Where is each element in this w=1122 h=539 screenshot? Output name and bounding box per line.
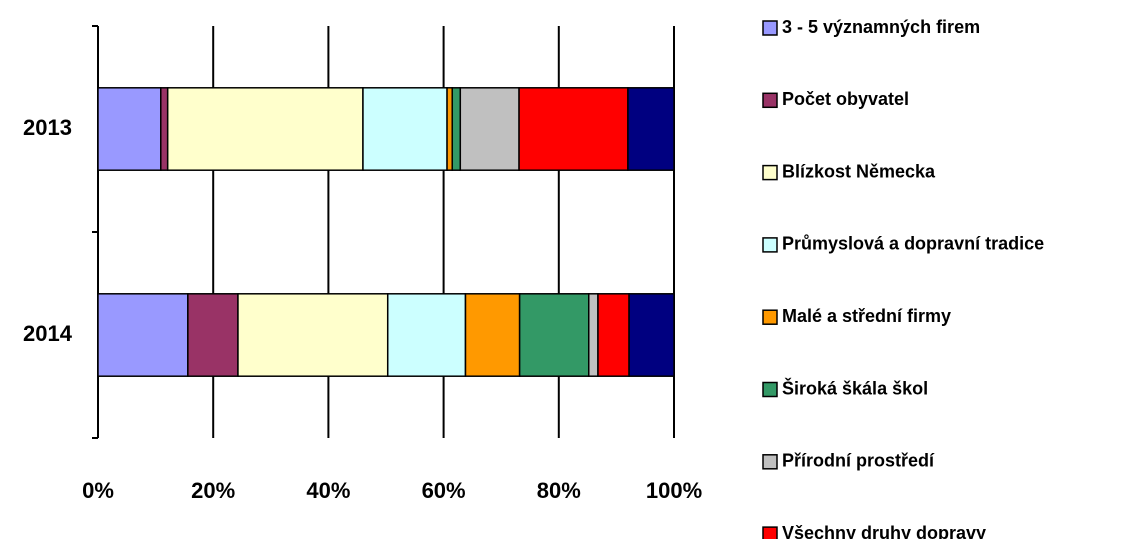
bar-segment (362, 87, 448, 171)
legend-swatch (762, 381, 778, 398)
x-tick-label: 60% (422, 478, 466, 503)
legend-label: Malé a střední firmy (782, 306, 951, 326)
bar-segment (386, 293, 467, 377)
x-tick-label: 20% (191, 478, 235, 503)
x-tick-label: 0% (82, 478, 114, 503)
bar-segment (97, 87, 162, 171)
bar-segment (446, 87, 453, 171)
bar-segment (588, 293, 599, 377)
legend-swatch (762, 237, 778, 253)
legend-swatch (762, 526, 778, 539)
bar-segment (160, 87, 169, 171)
bar-segment (518, 87, 629, 171)
legend-label: Počet obyvatel (782, 89, 909, 109)
legend-label: Široká škála škol (782, 377, 928, 398)
legend-label: Všechny druhy dopravy (782, 523, 986, 539)
bar-segment (459, 87, 520, 171)
bar-segment (237, 293, 389, 377)
bar-segment (451, 87, 462, 171)
legend-label: Blízkost Německa (782, 161, 936, 181)
x-tick-label: 100% (646, 478, 702, 503)
bar-segment (464, 293, 521, 377)
bar-segment (187, 293, 239, 377)
legend-swatch (762, 454, 778, 470)
legend-swatch (762, 309, 778, 325)
legend-swatch (762, 20, 778, 36)
bar-segment (518, 293, 590, 377)
y-tick-label: 2014 (23, 321, 73, 346)
legend-label: 3 - 5 významných firem (782, 17, 980, 37)
bar-segment (166, 87, 364, 171)
bar-segment (597, 293, 630, 377)
bar-segment (97, 293, 189, 377)
x-tick-label: 40% (306, 478, 350, 503)
legend-label: Přírodní prostředí (782, 451, 935, 471)
bar-segment (628, 293, 675, 377)
legend-swatch (762, 92, 778, 109)
bar-segment (627, 87, 675, 171)
legend-swatch (762, 164, 778, 181)
x-tick-label: 80% (537, 478, 581, 503)
y-tick-label: 2013 (23, 115, 72, 140)
legend-label: Průmyslová a dopravní tradice (782, 234, 1044, 254)
